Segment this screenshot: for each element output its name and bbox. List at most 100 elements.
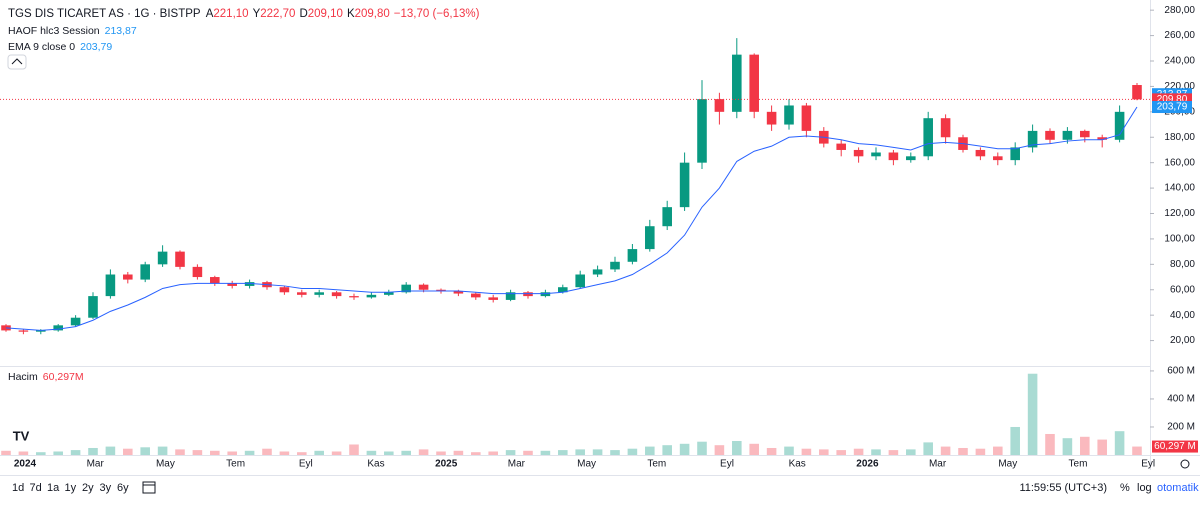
volume-bar xyxy=(384,451,394,455)
settings-icon[interactable] xyxy=(1180,459,1190,469)
y-tick-label: 280,00 xyxy=(1164,5,1195,16)
volume-bar xyxy=(471,452,481,455)
candle-body xyxy=(923,118,933,157)
candle-body xyxy=(279,287,290,293)
range-button[interactable]: 1d xyxy=(12,482,24,494)
range-button[interactable]: 2y xyxy=(82,482,94,494)
x-tick-label: Mar xyxy=(508,459,526,470)
x-tick-label: Eyl xyxy=(299,459,313,470)
volume-bar xyxy=(70,450,81,455)
candle-body xyxy=(53,325,63,331)
range-button[interactable]: 7d xyxy=(30,482,42,494)
change: −13,70 (−6,13%) xyxy=(394,8,480,20)
candle-body xyxy=(1114,111,1125,140)
range-button[interactable]: 6y xyxy=(117,482,129,494)
ohlc-value: 209,10 xyxy=(308,8,343,20)
volume-badge-label: 60,297 M xyxy=(1154,441,1196,452)
candle-body xyxy=(645,226,655,250)
range-button[interactable]: 1y xyxy=(65,482,77,494)
volume-bar xyxy=(697,441,707,455)
candle-body xyxy=(940,118,951,138)
volume-legend: Hacim 60,297M xyxy=(8,371,84,383)
volume-bar xyxy=(958,447,968,455)
candle-body xyxy=(418,284,429,290)
ohlc-key: A xyxy=(206,8,214,20)
volume-bar xyxy=(888,450,899,455)
candle-body xyxy=(192,266,203,278)
ohlc-value: 221,10 xyxy=(213,8,248,20)
volume-title: Hacim xyxy=(8,371,38,383)
indicator-name: HAOF hlc3 Session xyxy=(8,25,100,37)
axis-option[interactable]: otomatik xyxy=(1157,482,1199,494)
candle-body xyxy=(401,284,411,293)
volume-bar xyxy=(436,451,446,455)
volume-bar xyxy=(906,449,916,455)
price-badge-label: 203,79 xyxy=(1157,102,1188,113)
candle-body xyxy=(88,296,98,318)
volume-tick-label: 400 M xyxy=(1167,394,1195,405)
x-tick-label: 2025 xyxy=(435,459,458,470)
volume-bar xyxy=(575,449,585,455)
y-tick-label: 220,00 xyxy=(1164,81,1195,92)
y-tick-label: 100,00 xyxy=(1164,234,1195,245)
x-tick-label: Kas xyxy=(367,459,384,470)
candle-body xyxy=(18,330,29,332)
y-tick-label: 40,00 xyxy=(1170,310,1195,321)
symbol-title: TGS DIS TICARET AS · 1G · BISTPP xyxy=(8,8,201,20)
x-tick-label: Eyl xyxy=(1141,459,1155,470)
candle-body xyxy=(1062,130,1073,140)
candle-body xyxy=(627,249,638,262)
volume-bar xyxy=(1114,431,1125,455)
volume-bar xyxy=(1027,373,1038,455)
candle-body xyxy=(784,105,794,125)
volume-bar xyxy=(123,448,133,455)
axis-option[interactable]: log xyxy=(1137,482,1152,494)
x-tick-label: May xyxy=(577,459,596,470)
candle-body xyxy=(836,143,846,150)
indicator-legend: HAOF hlc3 Session 213,87 xyxy=(8,25,137,37)
volume-bar xyxy=(801,448,812,455)
volume-bar xyxy=(401,450,411,455)
volume-bar xyxy=(645,446,655,455)
calendar-icon[interactable] xyxy=(142,481,156,494)
volume-bar xyxy=(1010,426,1020,455)
x-tick-label: Kas xyxy=(789,459,806,470)
candle-body xyxy=(558,287,568,293)
candle-body xyxy=(801,105,812,131)
volume-bar xyxy=(836,450,846,455)
indicator-name: EMA 9 close 0 xyxy=(8,41,75,53)
candle-body xyxy=(123,274,133,280)
volume-bar xyxy=(262,448,272,455)
candle-body xyxy=(349,296,359,298)
collapse-button[interactable] xyxy=(7,54,27,70)
range-button[interactable]: 1a xyxy=(47,482,60,494)
volume-bar xyxy=(88,447,98,455)
candle-body xyxy=(523,292,533,297)
volume-bar xyxy=(1,450,11,455)
candle-body xyxy=(1080,130,1090,138)
volume-bar xyxy=(210,450,220,455)
candle-body xyxy=(610,261,620,270)
candle-body xyxy=(975,149,986,157)
volume-bar xyxy=(1132,446,1142,455)
volume-bar xyxy=(1080,436,1090,455)
volume-bar xyxy=(175,449,185,455)
axis-option[interactable]: % xyxy=(1120,482,1130,494)
y-tick-label: 60,00 xyxy=(1170,284,1195,295)
volume-bar xyxy=(592,449,603,455)
volume-bar xyxy=(871,449,881,455)
volume-bar xyxy=(749,443,759,455)
y-tick-label: 160,00 xyxy=(1164,157,1195,168)
volume-bar xyxy=(140,447,150,455)
candle-body xyxy=(157,251,168,265)
ohlc-value: 222,70 xyxy=(260,8,295,20)
x-tick-label: 2026 xyxy=(856,459,879,470)
candle-body xyxy=(244,282,255,286)
y-tick-label: 120,00 xyxy=(1164,208,1195,219)
range-button[interactable]: 3y xyxy=(100,482,112,494)
candle-body xyxy=(384,292,394,295)
volume-bar xyxy=(853,448,864,455)
x-tick-label: Mar xyxy=(87,459,105,470)
indicator-legend: EMA 9 close 0 203,79 xyxy=(8,41,112,53)
x-tick-label: Mar xyxy=(929,459,947,470)
